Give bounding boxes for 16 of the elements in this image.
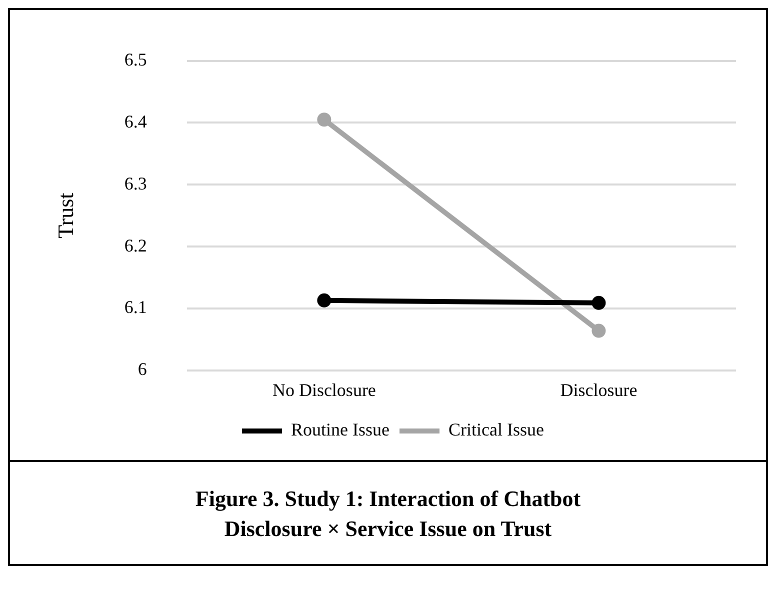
- legend-label: Routine Issue: [291, 420, 390, 440]
- y-tick-label: 6: [138, 359, 147, 380]
- y-axis-title: Trust: [52, 192, 78, 238]
- y-tick-label: 6.1: [124, 297, 147, 318]
- point: [317, 112, 332, 127]
- text: Figure 3. Study 1: Interaction of Chatbot Disclosure × Service Issue on Trust: [10, 460, 766, 564]
- y-tick-label: 6.5: [124, 50, 147, 70]
- y-tick-label: 6.3: [124, 173, 147, 194]
- point: [592, 296, 606, 310]
- point: [317, 293, 332, 308]
- legend-label: Critical Issue: [448, 420, 544, 440]
- y-tick-label: 6.4: [124, 111, 147, 132]
- point: [592, 324, 606, 338]
- x-tick-label: Disclosure: [560, 380, 638, 400]
- y-tick-label: 6.2: [124, 235, 147, 256]
- x-tick-label: No Disclosure: [272, 380, 376, 400]
